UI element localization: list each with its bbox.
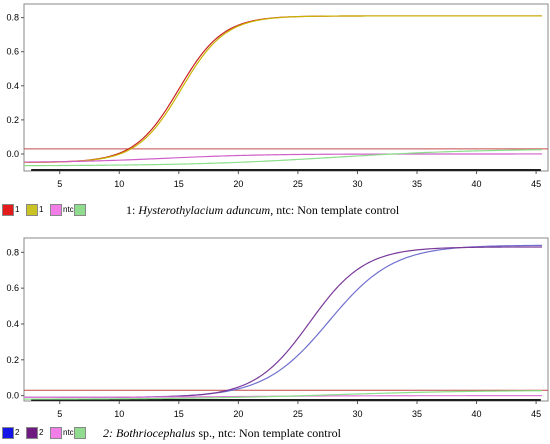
legend-swatch	[2, 204, 14, 216]
y-tick-label: 0.0	[6, 149, 19, 159]
plot-area	[23, 237, 549, 402]
x-tick-label: 40	[472, 409, 482, 419]
y-tick-label: 0.4	[6, 81, 19, 91]
legend-swatch	[26, 204, 38, 216]
plot-area	[23, 3, 549, 172]
x-tick-label: 10	[114, 409, 124, 419]
caption-suffix: sp., ntc: Non template control	[195, 426, 341, 440]
caption-chart-2: 2: Bothriocephalus sp., ntc: Non templat…	[103, 426, 341, 440]
legend-swatch	[74, 427, 86, 439]
x-tick-label: 15	[174, 409, 184, 419]
legend-chart-1: 1 1 ntc	[0, 202, 550, 218]
legend-swatch	[50, 204, 62, 216]
chart-hysterothylacium: 0.0 0.2 0.4 0.6 0.8 5 10 15 20 25 30 35 40 45	[6, 3, 549, 189]
series-line-ntc-2	[23, 153, 543, 163]
caption-chart-1: 1: Hysterothylacium aduncum, ntc: Non te…	[126, 203, 399, 217]
x-tick-label: 40	[472, 179, 482, 189]
series-line-1-1	[23, 15, 543, 163]
legend-swatch	[2, 427, 14, 439]
x-tick-label: 25	[293, 179, 303, 189]
legend-label: 2	[39, 428, 44, 437]
legend-swatch	[26, 427, 38, 439]
legend-label: 1	[39, 205, 44, 214]
y-tick-label: 0.0	[6, 391, 19, 401]
x-tick-label: 10	[114, 179, 124, 189]
caption-suffix: , ntc: Non template control	[270, 203, 400, 217]
chart-bothriocephalus: 0.0 0.2 0.4 0.6 0.8 5 10 15 20 25 30 35 40 45	[6, 237, 549, 419]
y-tick-label: 0.6	[6, 47, 19, 57]
x-tick-label: 35	[412, 179, 422, 189]
x-tick-label: 35	[412, 409, 422, 419]
legend-label: 2	[15, 428, 20, 437]
legend-swatch	[50, 427, 62, 439]
caption-species: Hysterothylacium aduncum	[138, 203, 271, 217]
legend-label: ntc	[63, 428, 74, 437]
y-tick-label: 0.2	[6, 355, 19, 365]
legend-swatch	[74, 204, 86, 216]
legend-chart-2: 2 2 ntc	[0, 425, 550, 441]
y-tick-label: 0.6	[6, 283, 19, 293]
x-tick-label: 30	[352, 409, 362, 419]
caption-prefix: 1:	[126, 203, 139, 217]
y-tick-label: 0.2	[6, 115, 19, 125]
y-tick-label: 0.8	[6, 247, 19, 257]
legend-label: ntc	[63, 205, 74, 214]
x-tick-label: 5	[57, 179, 62, 189]
x-tick-label: 45	[531, 179, 541, 189]
x-tick-label: 15	[174, 179, 184, 189]
x-tick-label: 5	[57, 409, 62, 419]
series-line-unlabeled-3	[23, 149, 543, 167]
caption-species: 2: Bothriocephalus	[103, 426, 196, 440]
legend-label: 1	[15, 205, 20, 214]
x-tick-label: 45	[531, 409, 541, 419]
x-tick-label: 20	[233, 179, 243, 189]
y-tick-label: 0.4	[6, 319, 19, 329]
y-tick-label: 0.8	[6, 13, 19, 23]
x-tick-label: 20	[233, 409, 243, 419]
x-tick-label: 30	[352, 179, 362, 189]
x-tick-label: 25	[293, 409, 303, 419]
series-line-unlabeled-3	[24, 390, 543, 400]
